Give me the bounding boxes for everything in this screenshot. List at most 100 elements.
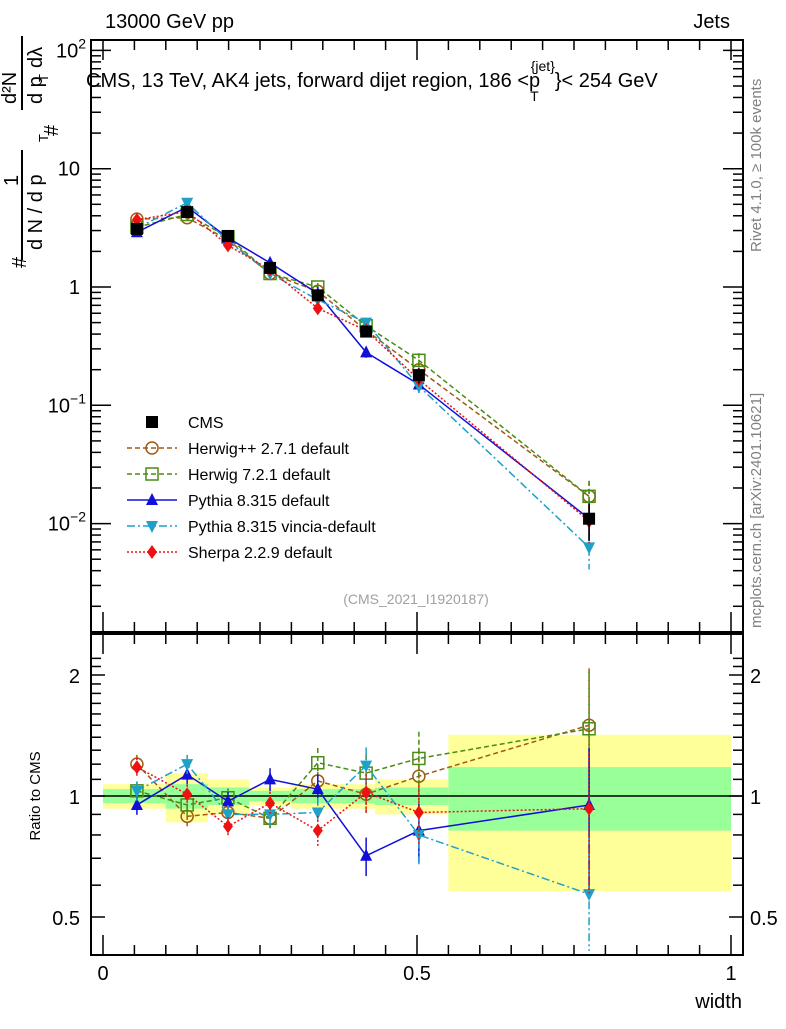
cms-data-point bbox=[130, 222, 143, 235]
ratio-series-layer bbox=[130, 668, 596, 951]
main-point-1 bbox=[582, 489, 596, 504]
ylabel-lambda: dλ bbox=[25, 47, 47, 68]
cms-data-point bbox=[221, 229, 234, 242]
main-axes: 10−2 10−1 1 10 102 bbox=[48, 35, 744, 633]
legend-label: CMS bbox=[188, 415, 224, 432]
ratio-series-line-2 bbox=[136, 773, 590, 857]
ratio-point-4 bbox=[312, 823, 323, 838]
legend-marker bbox=[146, 416, 158, 428]
legend: CMS Herwig++ 2.7.1 default Herwig 7.2.1 de… bbox=[127, 415, 376, 562]
x-tick-label: 1 bbox=[725, 963, 736, 985]
y-tick-label: 10 bbox=[58, 159, 80, 181]
cms-data-point bbox=[412, 369, 425, 382]
main-series-line-0 bbox=[136, 216, 590, 497]
cms-data-point bbox=[181, 206, 194, 219]
analysis-id-label: (CMS_2021_I1920187) bbox=[343, 591, 489, 607]
x-tick-label: 0.5 bbox=[403, 963, 431, 985]
header-left-label: 13000 GeV pp bbox=[105, 11, 234, 33]
ratio-point-3 bbox=[264, 809, 277, 822]
plot-title-main: CMS, 13 TeV, AK4 jets, forward dijet reg… bbox=[86, 70, 540, 92]
y-tick-label: 102 bbox=[56, 35, 86, 62]
ratio-point-3 bbox=[360, 760, 373, 773]
ylabel-one: 1 bbox=[1, 175, 23, 186]
main-series-line-1 bbox=[136, 213, 590, 497]
ratio-point-2 bbox=[311, 782, 324, 795]
cms-data-point bbox=[264, 261, 277, 274]
ratio-y-tick-label: 1 bbox=[69, 787, 80, 809]
ratio-point-4 bbox=[413, 805, 424, 820]
ratio-axes: 0.5 0.5 1 1 2 2 0 0.5 1 bbox=[52, 633, 778, 985]
legend-label: Pythia 8.315 default bbox=[188, 493, 330, 510]
ratio-point-2 bbox=[360, 848, 373, 861]
cms-data-point bbox=[360, 325, 373, 338]
ratio-y-tick-label-right: 0.5 bbox=[750, 908, 778, 930]
ylabel-hash2: # bbox=[41, 124, 63, 136]
legend-marker bbox=[146, 493, 158, 505]
ratio-point-2 bbox=[130, 797, 143, 810]
ratio-point-3 bbox=[221, 809, 234, 822]
ylabel-den2: d p bbox=[25, 76, 47, 104]
ratio-point-1 bbox=[311, 755, 325, 770]
ratio-point-1 bbox=[412, 751, 426, 766]
main-point-3 bbox=[181, 197, 194, 210]
ratio-point-4 bbox=[182, 787, 193, 802]
mcplots-label: mcplots.cern.ch [arXiv:2401.10621] bbox=[748, 393, 765, 628]
rivet-version-label: Rivet 4.1.0, ≥ 100k events bbox=[748, 79, 765, 252]
legend-marker bbox=[147, 545, 157, 559]
ratio-y-tick-label: 0.5 bbox=[52, 908, 80, 930]
main-point-1 bbox=[412, 353, 426, 368]
ratio-point-4 bbox=[361, 785, 372, 800]
cms-data-point bbox=[311, 289, 324, 302]
ylabel-subT1: T bbox=[36, 134, 51, 142]
ratio-series-line-1 bbox=[136, 728, 590, 820]
plot-title-sup: {jet} bbox=[531, 58, 555, 74]
ratio-point-4 bbox=[222, 819, 233, 834]
legend-marker bbox=[145, 441, 159, 455]
ylabel-den1: d N / d p bbox=[25, 174, 47, 250]
y-tick-label: 10−2 bbox=[48, 509, 86, 536]
legend-marker bbox=[145, 467, 159, 481]
ratio-point-3 bbox=[130, 785, 143, 798]
ratio-y-tick-label: 2 bbox=[69, 666, 80, 688]
main-series-line-2 bbox=[136, 206, 590, 520]
plot-title: CMS, 13 TeV, AK4 jets, forward dijet reg… bbox=[86, 58, 658, 104]
ylabel-hash1: # bbox=[9, 256, 31, 268]
ratio-point-3 bbox=[181, 759, 194, 772]
cms-data-point bbox=[583, 512, 596, 525]
y-tick-label: 1 bbox=[69, 277, 80, 299]
legend-marker bbox=[146, 521, 158, 533]
legend-label: Sherpa 2.2.9 default bbox=[188, 545, 333, 562]
ylabel-num2: d²N bbox=[0, 72, 21, 104]
legend-label: Herwig 7.2.1 default bbox=[188, 467, 331, 484]
main-point-3 bbox=[583, 542, 596, 555]
plot-title-sub: T bbox=[530, 88, 539, 104]
ratio-y-axis-label: Ratio to CMS bbox=[27, 751, 44, 840]
ratio-point-4 bbox=[584, 801, 595, 816]
x-tick-label: 0 bbox=[97, 963, 108, 985]
main-y-axis-label: # 1 d N / d p T # d²N d p T dλ bbox=[0, 36, 63, 268]
ratio-y-tick-label-right: 2 bbox=[750, 666, 761, 688]
ratio-series-line-4 bbox=[136, 766, 590, 832]
header-right-label: Jets bbox=[693, 11, 730, 33]
ratio-point-3 bbox=[311, 807, 324, 820]
plot-title-tail: }< 254 GeV bbox=[555, 70, 659, 92]
main-series-line-3 bbox=[136, 201, 590, 548]
main-frame bbox=[90, 39, 744, 633]
x-axis-label: width bbox=[694, 991, 742, 1013]
ratio-point-2 bbox=[264, 772, 277, 785]
ratio-point-3 bbox=[583, 889, 596, 902]
ratio-series-line-3 bbox=[136, 763, 590, 895]
ratio-point-4 bbox=[265, 796, 276, 811]
ratio-point-4 bbox=[131, 760, 142, 775]
ylabel-subT2: T bbox=[36, 74, 51, 82]
main-point-3 bbox=[412, 381, 425, 394]
y-tick-label: 10−1 bbox=[48, 390, 86, 417]
ratio-point-2 bbox=[221, 794, 234, 807]
ratio-y-tick-label-right: 1 bbox=[750, 787, 761, 809]
ratio-point-3 bbox=[412, 829, 425, 842]
main-point-4 bbox=[312, 301, 323, 316]
ratio-series-line-0 bbox=[136, 724, 590, 820]
main-series-layer bbox=[130, 197, 596, 570]
main-point-2 bbox=[360, 345, 373, 358]
